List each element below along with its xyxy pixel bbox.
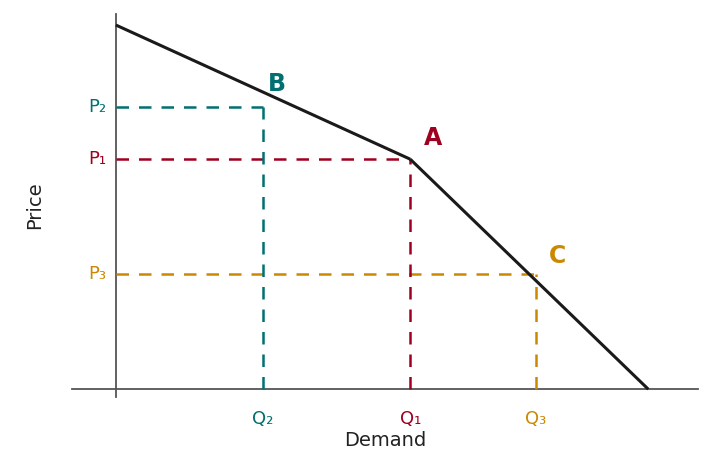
Text: B: B xyxy=(268,72,286,96)
Text: Q₂: Q₂ xyxy=(253,410,274,428)
Text: Price: Price xyxy=(25,181,44,229)
Text: P₂: P₂ xyxy=(89,98,107,116)
Text: Demand: Demand xyxy=(344,431,426,451)
Text: C: C xyxy=(549,244,567,268)
Text: P₁: P₁ xyxy=(89,150,107,168)
Text: Q₃: Q₃ xyxy=(525,410,546,428)
Text: A: A xyxy=(424,126,442,150)
Text: P₃: P₃ xyxy=(89,265,107,283)
Text: Q₁: Q₁ xyxy=(400,410,421,428)
